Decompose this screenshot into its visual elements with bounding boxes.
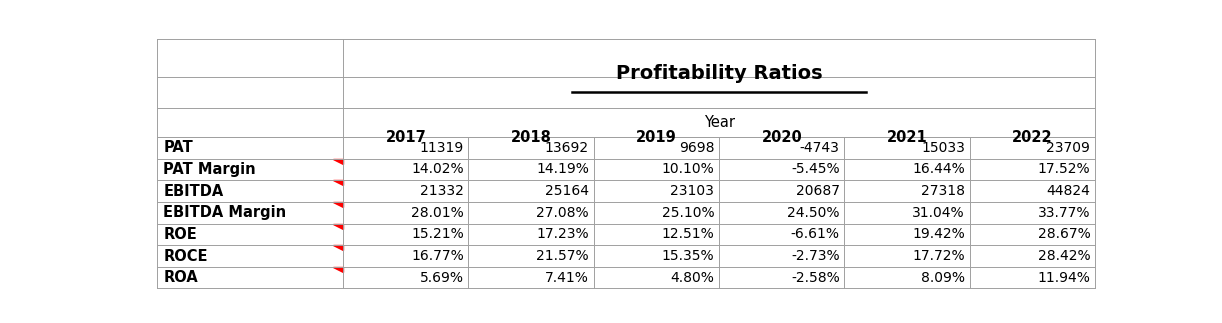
Polygon shape xyxy=(332,245,343,250)
Polygon shape xyxy=(332,180,343,185)
Text: 23103: 23103 xyxy=(671,184,715,198)
Text: 15033: 15033 xyxy=(921,141,965,155)
Text: 7.41%: 7.41% xyxy=(545,271,589,285)
Text: Year: Year xyxy=(704,115,734,130)
Text: 14.19%: 14.19% xyxy=(536,162,589,176)
Text: 16.77%: 16.77% xyxy=(411,249,463,263)
Text: PAT Margin: PAT Margin xyxy=(164,162,255,177)
Text: 17.72%: 17.72% xyxy=(913,249,965,263)
Text: 2019: 2019 xyxy=(637,130,677,144)
Text: 9698: 9698 xyxy=(679,141,715,155)
Text: 15.21%: 15.21% xyxy=(411,227,463,241)
Polygon shape xyxy=(332,267,343,272)
Text: 10.10%: 10.10% xyxy=(661,162,715,176)
Text: 28.01%: 28.01% xyxy=(411,206,463,220)
Text: 23709: 23709 xyxy=(1046,141,1090,155)
Text: -5.45%: -5.45% xyxy=(791,162,840,176)
Text: 13692: 13692 xyxy=(545,141,589,155)
Text: 2017: 2017 xyxy=(385,130,426,144)
Text: 2022: 2022 xyxy=(1012,130,1052,144)
Text: Profitability Ratios: Profitability Ratios xyxy=(616,64,822,83)
Text: 44824: 44824 xyxy=(1046,184,1090,198)
Text: -2.73%: -2.73% xyxy=(791,249,840,263)
Text: 11319: 11319 xyxy=(419,141,463,155)
Text: 28.67%: 28.67% xyxy=(1037,227,1090,241)
Text: 27318: 27318 xyxy=(921,184,965,198)
Text: 16.44%: 16.44% xyxy=(913,162,965,176)
Text: -4743: -4743 xyxy=(800,141,840,155)
Text: 14.02%: 14.02% xyxy=(411,162,463,176)
Text: ROA: ROA xyxy=(164,270,198,285)
Text: 11.94%: 11.94% xyxy=(1037,271,1090,285)
Text: 5.69%: 5.69% xyxy=(419,271,463,285)
Text: 15.35%: 15.35% xyxy=(662,249,715,263)
Text: ROCE: ROCE xyxy=(164,248,208,264)
Text: 28.42%: 28.42% xyxy=(1037,249,1090,263)
Text: 25164: 25164 xyxy=(545,184,589,198)
Text: 17.23%: 17.23% xyxy=(536,227,589,241)
Text: 17.52%: 17.52% xyxy=(1037,162,1090,176)
Polygon shape xyxy=(332,202,343,207)
Text: PAT: PAT xyxy=(164,140,193,155)
Text: 27.08%: 27.08% xyxy=(536,206,589,220)
Text: 31.04%: 31.04% xyxy=(913,206,965,220)
Text: 25.10%: 25.10% xyxy=(662,206,715,220)
Text: -2.58%: -2.58% xyxy=(791,271,840,285)
Text: 4.80%: 4.80% xyxy=(671,271,715,285)
Text: 20687: 20687 xyxy=(796,184,840,198)
Text: 2021: 2021 xyxy=(887,130,927,144)
Text: 21.57%: 21.57% xyxy=(536,249,589,263)
Text: 24.50%: 24.50% xyxy=(787,206,840,220)
Text: EBITDA: EBITDA xyxy=(164,183,224,199)
Polygon shape xyxy=(332,159,343,164)
Text: 33.77%: 33.77% xyxy=(1037,206,1090,220)
Text: 8.09%: 8.09% xyxy=(921,271,965,285)
Text: 21332: 21332 xyxy=(420,184,463,198)
Text: 2018: 2018 xyxy=(511,130,551,144)
Text: 2020: 2020 xyxy=(761,130,802,144)
Text: 12.51%: 12.51% xyxy=(661,227,715,241)
Text: EBITDA Margin: EBITDA Margin xyxy=(164,205,286,220)
Text: 19.42%: 19.42% xyxy=(913,227,965,241)
Polygon shape xyxy=(332,224,343,229)
Text: ROE: ROE xyxy=(164,227,197,242)
Text: -6.61%: -6.61% xyxy=(791,227,840,241)
